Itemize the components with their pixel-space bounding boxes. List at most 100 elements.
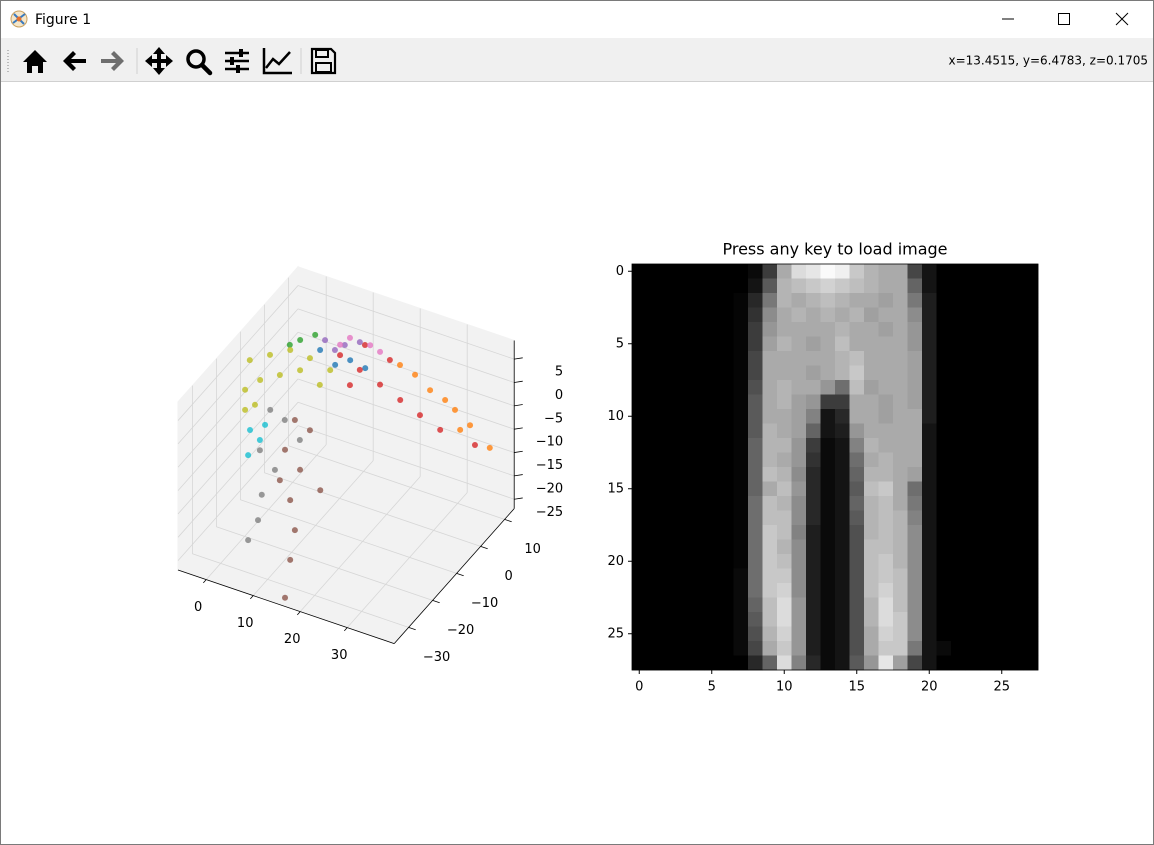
pixel (907, 583, 923, 598)
pixel (1023, 278, 1039, 294)
pixel (878, 641, 894, 656)
pixel (675, 626, 691, 642)
pixel (907, 481, 923, 497)
pixel (951, 554, 966, 569)
pixel (690, 481, 705, 497)
pixel (646, 481, 662, 497)
pixel (719, 568, 734, 584)
pixel (646, 612, 662, 627)
zoom-button[interactable] (186, 49, 213, 76)
pixel (646, 351, 662, 366)
pixel (719, 510, 734, 526)
z-tick-label: −5 (544, 411, 563, 426)
pixel (632, 510, 647, 526)
pixel (719, 626, 734, 642)
pixel (893, 597, 908, 613)
pixel (965, 278, 981, 294)
pixel (922, 539, 937, 555)
scatter-point (242, 406, 249, 413)
x-tick-label: 20 (284, 632, 301, 647)
pixel (806, 452, 821, 468)
pixel (632, 626, 647, 642)
pixel (951, 481, 966, 497)
pixel (878, 597, 894, 613)
pixel (762, 452, 778, 468)
pixel (922, 510, 937, 526)
pixel (980, 351, 995, 366)
pixel (1023, 438, 1039, 453)
pixel (675, 481, 691, 497)
pixel (748, 438, 763, 453)
pixel (951, 264, 966, 279)
edit-axis-button[interactable] (262, 48, 292, 75)
pixel (762, 655, 778, 671)
z-tick-label: −20 (536, 481, 563, 496)
pixel (994, 641, 1010, 656)
pixel (994, 510, 1010, 526)
pixel (806, 626, 821, 642)
pixel (907, 496, 923, 511)
scatter-point (367, 342, 374, 349)
pixel (777, 525, 792, 540)
scatter-point (247, 427, 254, 434)
pixel (820, 655, 836, 671)
toolbar: x=13.4515, y=6.4783, z=0.1705 (1, 38, 1153, 82)
pan-button[interactable] (145, 47, 173, 75)
pixel (820, 293, 836, 308)
pixel (675, 583, 691, 598)
grid-line (252, 460, 374, 596)
scatter-point (457, 426, 464, 433)
pixel (878, 264, 894, 279)
scatter-point (276, 477, 283, 484)
maximize-button[interactable] (1058, 13, 1070, 25)
pixel (806, 264, 821, 279)
pixel (719, 365, 734, 381)
pixel (661, 626, 676, 642)
x-tick-label: 10 (237, 616, 254, 631)
pixel (733, 409, 749, 424)
back-button[interactable] (63, 51, 86, 71)
configure-button[interactable] (225, 49, 249, 73)
pixel (864, 307, 879, 323)
scatter-point (467, 422, 474, 429)
pixel (1009, 394, 1024, 410)
pixel (849, 351, 865, 366)
pixel (1009, 597, 1024, 613)
pixel (646, 597, 662, 613)
pixel (980, 554, 995, 569)
save-button[interactable] (310, 47, 337, 75)
pixel (994, 525, 1010, 540)
pixel (704, 380, 720, 395)
pixel (936, 481, 952, 497)
pixel (690, 264, 705, 279)
pixel (748, 655, 763, 671)
scatter-point (245, 537, 252, 544)
pixel (661, 438, 676, 453)
pixel (1009, 307, 1024, 323)
pixel (965, 322, 981, 337)
pixel (849, 496, 865, 511)
pixel (675, 438, 691, 453)
pixel (762, 307, 778, 323)
pixel (748, 641, 763, 656)
pixel (791, 568, 807, 584)
pixel (907, 554, 923, 569)
pixel (893, 467, 908, 482)
pixel (661, 641, 676, 656)
pixel (1009, 278, 1024, 294)
pixel (965, 539, 981, 555)
forward-button[interactable] (101, 51, 124, 71)
pixel (849, 481, 865, 497)
pixel (806, 554, 821, 569)
pixel (661, 452, 676, 468)
close-button[interactable] (1115, 12, 1129, 26)
pixel (980, 481, 995, 497)
pixel (835, 554, 850, 569)
pixel (719, 525, 734, 540)
pixel (777, 539, 792, 555)
pixel (777, 597, 792, 613)
grid-line (177, 425, 299, 561)
home-button[interactable] (23, 50, 47, 73)
pixel (762, 278, 778, 294)
pixel (936, 322, 952, 337)
